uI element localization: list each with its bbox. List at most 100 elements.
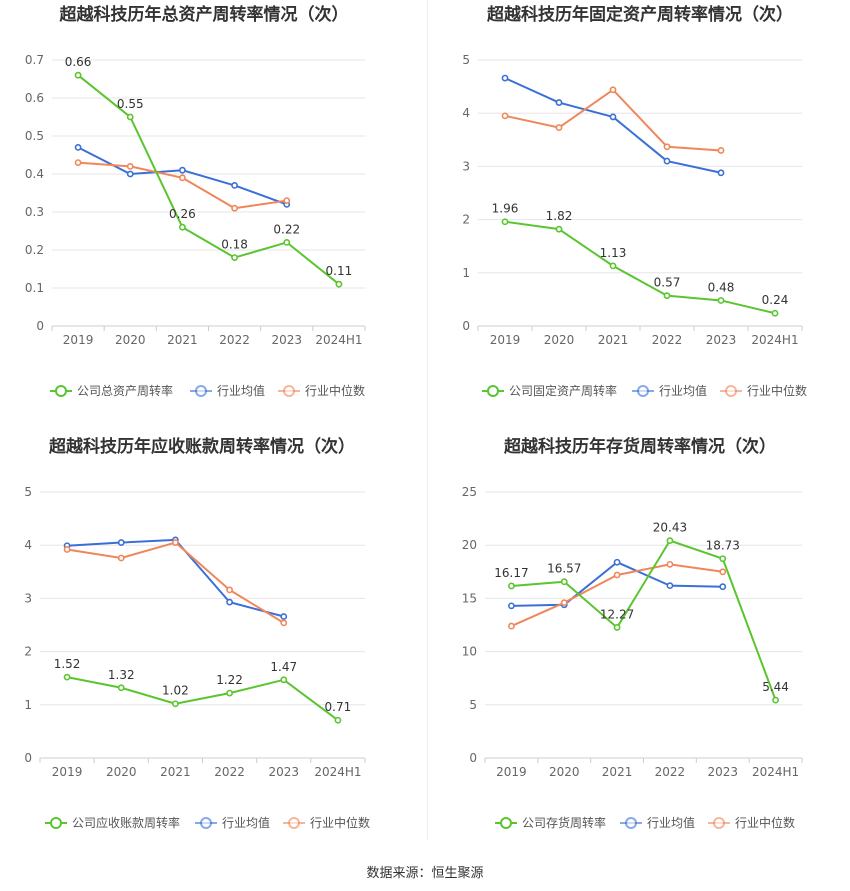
- y-tick-label: 0: [462, 319, 470, 333]
- data-point-industry_median: [560, 599, 568, 607]
- legend-swatch-marker: [625, 817, 637, 829]
- data-point-industry_avg: [555, 99, 563, 106]
- data-point-company: [508, 582, 515, 590]
- panel-divider: [427, 0, 428, 840]
- x-tick-label: 2020: [549, 765, 580, 779]
- data-point-company: [560, 578, 568, 586]
- data-point-industry_avg: [117, 539, 125, 546]
- data-point-industry_median: [666, 560, 674, 568]
- y-tick-label: 0: [36, 319, 44, 333]
- data-point-company: [719, 555, 727, 563]
- data-label: 0.24: [762, 293, 789, 307]
- data-point-industry_median: [717, 147, 725, 154]
- data-point-industry_median: [172, 539, 179, 546]
- data-point-company: [117, 684, 125, 692]
- y-tick-label: 5: [24, 485, 32, 499]
- data-point-company: [501, 218, 509, 226]
- data-point-company: [771, 309, 779, 317]
- series-line-industry_median: [66, 541, 285, 624]
- x-tick-label: 2024H1: [315, 333, 362, 347]
- data-label: 1.02: [162, 684, 189, 698]
- data-point-industry_median: [613, 571, 621, 579]
- data-point-industry_median: [719, 568, 727, 576]
- data-point-industry_avg: [74, 143, 82, 151]
- data-point-industry_avg: [226, 598, 233, 606]
- y-tick-label: 10: [462, 645, 477, 659]
- x-tick-label: 2024H1: [751, 333, 798, 347]
- data-label: 1.13: [600, 246, 627, 260]
- data-point-industry_avg: [663, 157, 671, 165]
- data-point-industry_avg: [501, 74, 509, 82]
- data-point-industry_median: [280, 619, 288, 627]
- data-point-company: [555, 225, 563, 233]
- legend-label: 行业中位数: [747, 383, 807, 398]
- y-tick-label: 0.5: [25, 129, 44, 143]
- legend-label: 行业均值: [222, 815, 270, 830]
- data-point-industry_avg: [508, 602, 515, 610]
- data-point-company: [179, 223, 186, 231]
- legend-item-industry_median: 行业中位数: [283, 815, 370, 830]
- data-label: 1.47: [270, 660, 297, 674]
- legend-item-company: 公司应收账款周转率: [45, 815, 180, 830]
- y-tick-label: 0.6: [25, 91, 44, 105]
- data-label: 0.18: [221, 238, 248, 252]
- y-tick-label: 0.4: [25, 167, 44, 181]
- x-tick-label: 2019: [490, 333, 521, 347]
- data-point-industry_median: [226, 586, 233, 594]
- data-point-industry_median: [117, 554, 125, 562]
- legend-label: 公司总资产周转率: [77, 383, 173, 398]
- legend-swatch-marker: [637, 385, 649, 397]
- legend-swatch-marker: [487, 385, 499, 397]
- legend-item-company: 公司存货周转率: [495, 815, 606, 830]
- data-point-company: [772, 696, 779, 704]
- data-point-industry_avg: [613, 558, 621, 566]
- legend-swatch-marker: [195, 385, 207, 397]
- y-tick-label: 25: [462, 485, 477, 499]
- data-point-industry_avg: [717, 169, 725, 177]
- legend-label: 行业均值: [217, 383, 265, 398]
- legend-swatch-marker: [725, 385, 737, 397]
- x-tick-label: 2019: [496, 765, 527, 779]
- data-label: 0.26: [169, 207, 196, 221]
- y-tick-label: 5: [462, 53, 470, 67]
- y-tick-label: 0.3: [25, 205, 44, 219]
- series-line-company: [66, 676, 339, 722]
- data-label: 0.71: [325, 700, 352, 714]
- x-tick-label: 2022: [652, 333, 683, 347]
- data-point-company: [63, 673, 71, 681]
- chart-title: 超越科技历年固定资产周转率情况（次）: [487, 4, 793, 25]
- legend-item-industry_avg: 行业均值: [620, 815, 695, 830]
- data-label: 0.66: [65, 55, 92, 69]
- legend-label: 行业均值: [659, 383, 707, 398]
- legend-swatch-marker: [500, 817, 512, 829]
- chart-panel-1: 超越科技历年总资产周转率情况（次） 0 0.1 0.2 0.3 0.4 0.5 0.6 0.7 2…: [25, 4, 366, 398]
- data-label: 16.17: [494, 566, 528, 580]
- y-tick-label: 0: [24, 751, 32, 765]
- x-tick-label: 2020: [106, 765, 137, 779]
- y-tick-label: 3: [462, 159, 470, 173]
- data-point-company: [334, 716, 342, 724]
- data-label: 0.57: [654, 276, 681, 290]
- data-point-industry_median: [283, 197, 291, 204]
- data-label: 20.43: [653, 521, 687, 535]
- data-label: 12.27: [600, 607, 634, 621]
- data-label: 0.22: [273, 222, 300, 236]
- y-tick-label: 5: [469, 698, 477, 712]
- x-tick-label: 2019: [63, 333, 94, 347]
- data-point-company: [283, 238, 291, 246]
- x-tick-label: 2023: [706, 333, 737, 347]
- x-tick-label: 2019: [52, 765, 83, 779]
- data-point-industry_median: [231, 204, 238, 212]
- x-tick-label: 2022: [214, 765, 245, 779]
- x-tick-label: 2021: [167, 333, 198, 347]
- data-point-industry_median: [179, 174, 186, 182]
- data-point-company: [609, 262, 617, 270]
- x-tick-label: 2023: [271, 333, 302, 347]
- chart-title: 超越科技历年应收账款周转率情况（次）: [49, 436, 355, 457]
- data-point-company: [126, 113, 134, 121]
- legend-label: 公司固定资产周转率: [509, 383, 617, 398]
- series-line-company: [511, 539, 777, 701]
- data-point-industry_avg: [179, 166, 186, 174]
- legend-label: 公司应收账款周转率: [72, 815, 180, 830]
- data-point-industry_median: [126, 162, 134, 170]
